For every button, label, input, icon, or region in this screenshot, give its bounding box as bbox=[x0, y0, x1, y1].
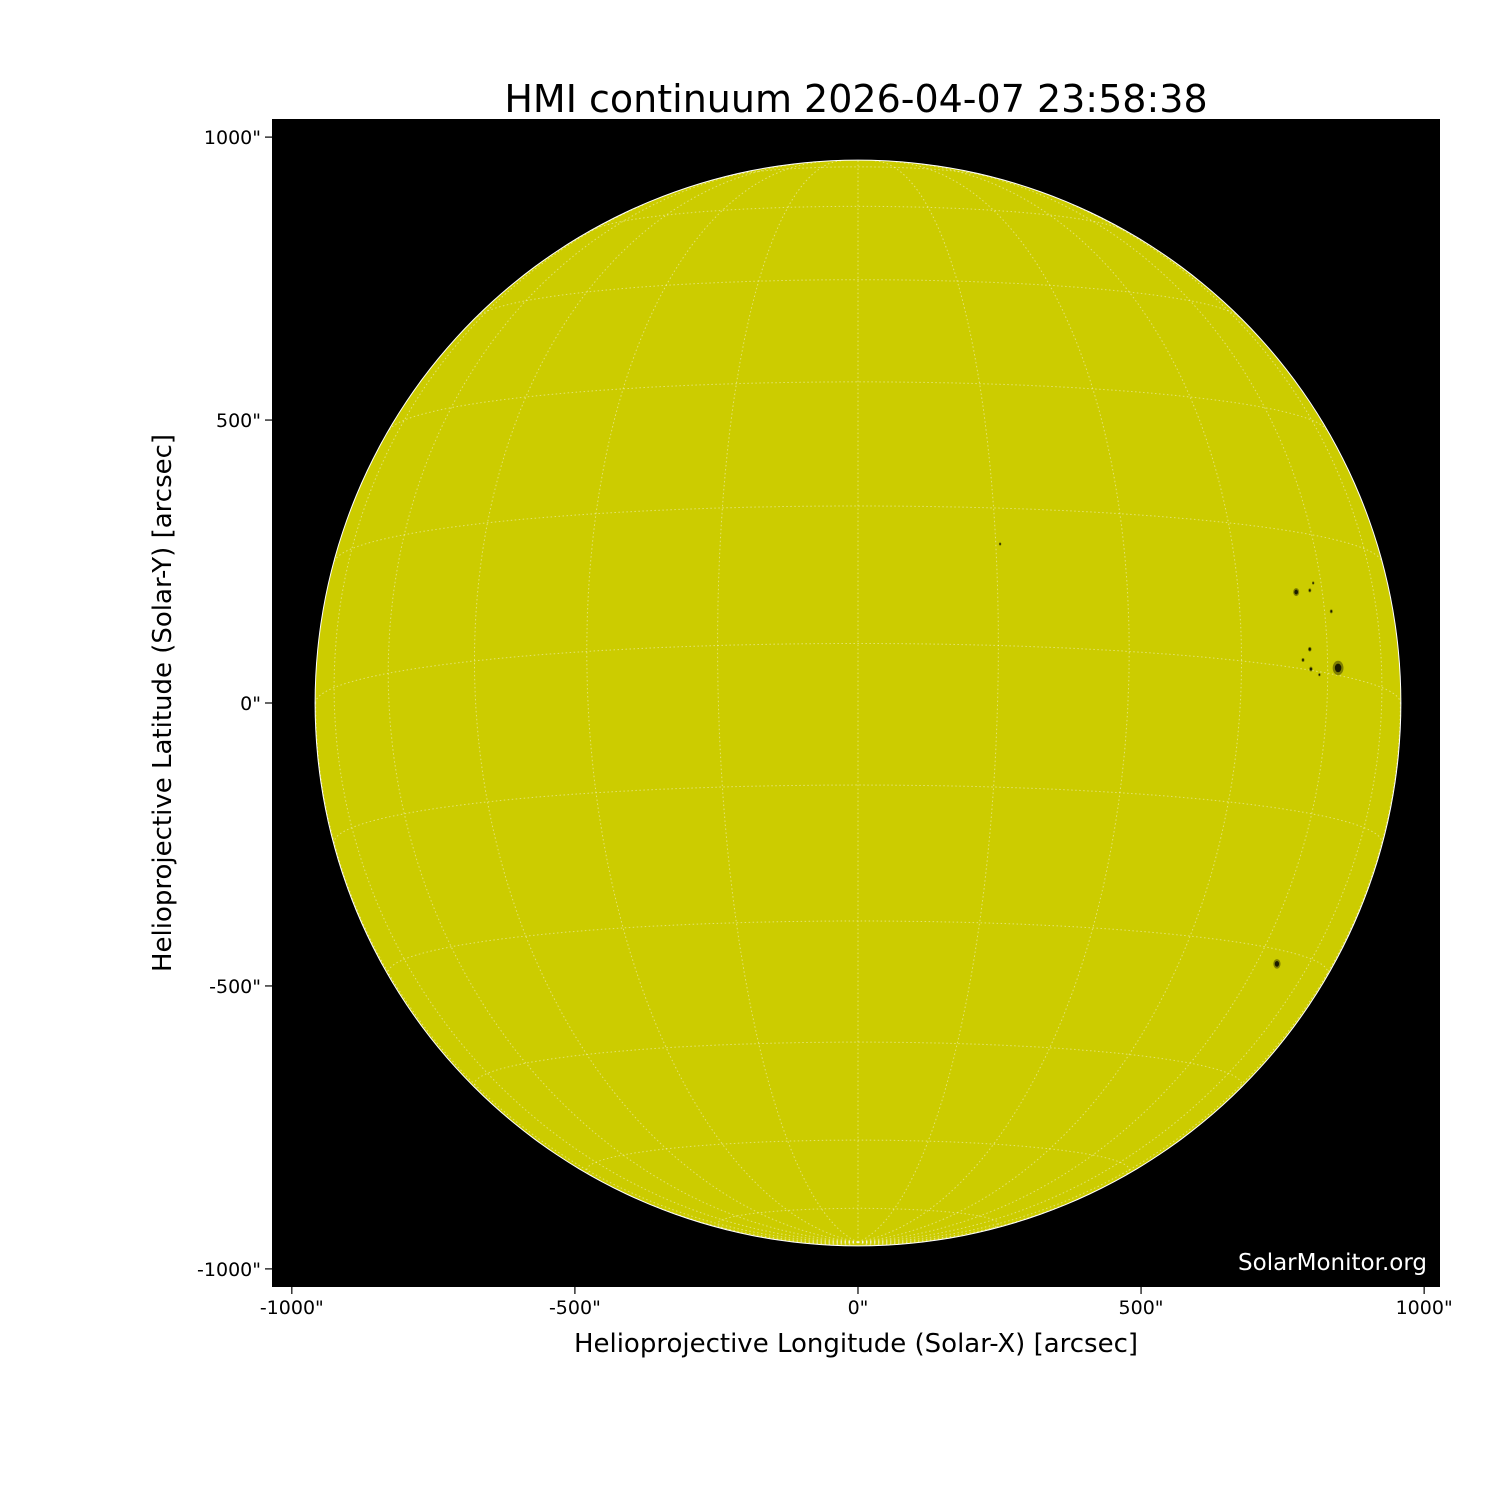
sunspot bbox=[1294, 589, 1298, 595]
y-tick-label: 500" bbox=[216, 410, 261, 432]
grid-meridian bbox=[857, 163, 1243, 1243]
grid-meridian bbox=[857, 1241, 873, 1246]
y-axis-label: Helioprojective Latitude (Solar-Y) [arcs… bbox=[148, 434, 178, 972]
sunspot bbox=[999, 543, 1001, 545]
grid-meridian bbox=[857, 1204, 1063, 1243]
sunspots-layer bbox=[998, 542, 1344, 969]
sunspot bbox=[1302, 658, 1304, 662]
x-tick-label: 1000" bbox=[1396, 1297, 1453, 1319]
grid-parallel bbox=[717, 1207, 999, 1231]
x-tick-label: 500" bbox=[1119, 1297, 1164, 1319]
y-tick-label: 1000" bbox=[204, 127, 261, 149]
grid-meridian bbox=[857, 1241, 912, 1245]
sunspot bbox=[1318, 673, 1321, 676]
watermark: SolarMonitor.org bbox=[1238, 1250, 1427, 1276]
y-axis-ticks: 1000" 500" 0" -500" -1000" bbox=[197, 127, 272, 1281]
grid-meridian bbox=[315, 702, 859, 1243]
sunspot bbox=[1309, 667, 1312, 671]
grid-parallel bbox=[586, 1139, 1130, 1177]
sunspot bbox=[1274, 960, 1280, 967]
x-axis-ticks: -1000" -500" 0" 500" 1000" bbox=[260, 1287, 1453, 1319]
grid-meridian bbox=[843, 1241, 859, 1246]
sunspot bbox=[1334, 663, 1342, 673]
grid-parallel bbox=[315, 643, 1401, 704]
grid-meridian bbox=[857, 1236, 956, 1244]
grid-meridian bbox=[760, 1236, 859, 1244]
grid-meridian bbox=[857, 1241, 892, 1246]
grid-meridian bbox=[387, 170, 859, 1243]
grid-parallel bbox=[387, 920, 1329, 976]
grid-meridian bbox=[804, 1241, 859, 1245]
chart-title: HMI continuum 2026-04-07 23:58:38 bbox=[504, 77, 1207, 121]
x-tick-label: -1000" bbox=[260, 1297, 324, 1319]
grid-meridian bbox=[586, 161, 859, 1243]
y-tick-label: 0" bbox=[240, 693, 261, 715]
grid-parallel bbox=[333, 784, 1383, 844]
y-tick-label: -1000" bbox=[197, 1259, 261, 1281]
grid-meridian bbox=[653, 1204, 859, 1243]
sunspot bbox=[1308, 589, 1311, 592]
grid-parallel bbox=[333, 505, 1383, 562]
x-axis-label: Helioprojective Longitude (Solar-X) [arc… bbox=[574, 1329, 1138, 1359]
x-tick-label: -500" bbox=[549, 1297, 601, 1319]
y-tick-label: -500" bbox=[209, 976, 261, 998]
grid-parallel bbox=[476, 279, 1239, 318]
sunspot bbox=[1330, 610, 1333, 613]
heliographic-grid bbox=[315, 160, 1401, 1246]
grid-meridian bbox=[857, 702, 1401, 1243]
grid-meridian bbox=[474, 163, 859, 1243]
sunspot bbox=[1308, 647, 1311, 651]
grid-meridian bbox=[857, 160, 999, 1243]
grid-meridian bbox=[857, 161, 1130, 1243]
grid-meridian bbox=[824, 1241, 859, 1246]
solar-disk bbox=[315, 160, 1401, 1246]
solar-disk-layer bbox=[314, 159, 1402, 1247]
sunspot bbox=[1312, 582, 1314, 584]
grid-parallel bbox=[592, 205, 1124, 231]
grid-parallel bbox=[730, 166, 986, 177]
grid-meridian bbox=[717, 160, 859, 1243]
grid-meridian bbox=[857, 170, 1329, 1243]
x-tick-label: 0" bbox=[848, 1297, 869, 1319]
